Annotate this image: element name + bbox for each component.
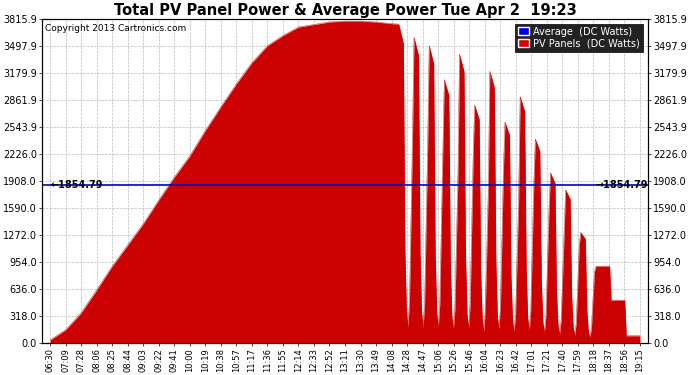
Text: Copyright 2013 Cartronics.com: Copyright 2013 Cartronics.com	[46, 24, 186, 33]
Title: Total PV Panel Power & Average Power Tue Apr 2  19:23: Total PV Panel Power & Average Power Tue…	[114, 3, 576, 18]
Text: →1854.79: →1854.79	[595, 180, 648, 190]
Text: ←1854.79: ←1854.79	[50, 180, 103, 190]
Legend: Average  (DC Watts), PV Panels  (DC Watts): Average (DC Watts), PV Panels (DC Watts)	[515, 24, 643, 52]
